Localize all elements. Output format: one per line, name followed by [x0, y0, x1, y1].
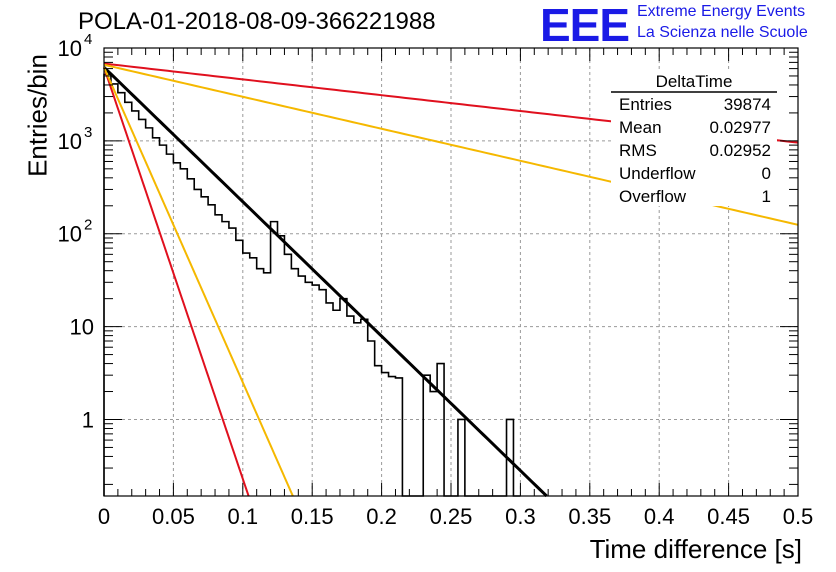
- chart-title: POLA-01-2018-08-09-366221988: [78, 8, 436, 35]
- x-axis-ticks: 0 0.05 0.1 0.15 0.2 0.25 0.3 0.35 0.4 0.45 0.5: [98, 48, 813, 529]
- curve-0: [102, 66, 548, 498]
- y-tick-exponent: 2: [84, 217, 92, 234]
- logo-text-line2: La Scienza nelle Scuole: [637, 24, 808, 41]
- histogram-step: [103, 73, 521, 497]
- y-tick-label: 10: [58, 129, 82, 154]
- histogram-bars: [103, 73, 521, 497]
- x-tick-label: 0.25: [430, 504, 473, 529]
- y-tick-exponent: 4: [84, 31, 92, 48]
- x-tick-label: 0.15: [291, 504, 334, 529]
- x-tick-label: 0.4: [644, 504, 675, 529]
- x-tick-label: 0.1: [228, 504, 259, 529]
- x-tick-label: 0.5: [783, 504, 814, 529]
- stats-box: DeltaTime Entries 39874 Mean 0.02977 RMS 0.029…: [611, 70, 777, 206]
- curve-3: [103, 66, 250, 497]
- y-tick-label: 10: [70, 315, 94, 340]
- x-tick-label: 0.05: [152, 504, 195, 529]
- y-tick-label: 1: [82, 407, 94, 432]
- logo-text-line1: Extreme Energy Events: [637, 3, 806, 20]
- curve-4: [103, 66, 294, 497]
- stats-row-label: Overflow: [619, 187, 687, 206]
- eee-logo: EEE: [540, 0, 630, 51]
- stats-row-label: Underflow: [619, 164, 696, 183]
- stats-row-label: RMS: [619, 141, 657, 160]
- y-tick-label: 10: [58, 222, 82, 247]
- x-tick-label: 0.35: [568, 504, 611, 529]
- stats-row-value: 39874: [724, 95, 771, 114]
- stats-row-value: 1: [762, 187, 771, 206]
- stats-title: DeltaTime: [656, 72, 733, 91]
- x-tick-label: 0.45: [707, 504, 750, 529]
- stats-row-value: 0.02952: [710, 141, 771, 160]
- stats-row-value: 0: [762, 164, 771, 183]
- x-tick-label: 0.3: [505, 504, 536, 529]
- y-tick-label: 10: [58, 36, 82, 61]
- stats-row-label: Entries: [619, 95, 672, 114]
- stats-row-value: 0.02977: [710, 118, 771, 137]
- y-tick-exponent: 3: [84, 124, 92, 141]
- x-tick-label: 0.2: [366, 504, 397, 529]
- stats-row-label: Mean: [619, 118, 662, 137]
- x-axis-label: Time difference [s]: [589, 534, 802, 564]
- x-tick-label: 0: [98, 504, 110, 529]
